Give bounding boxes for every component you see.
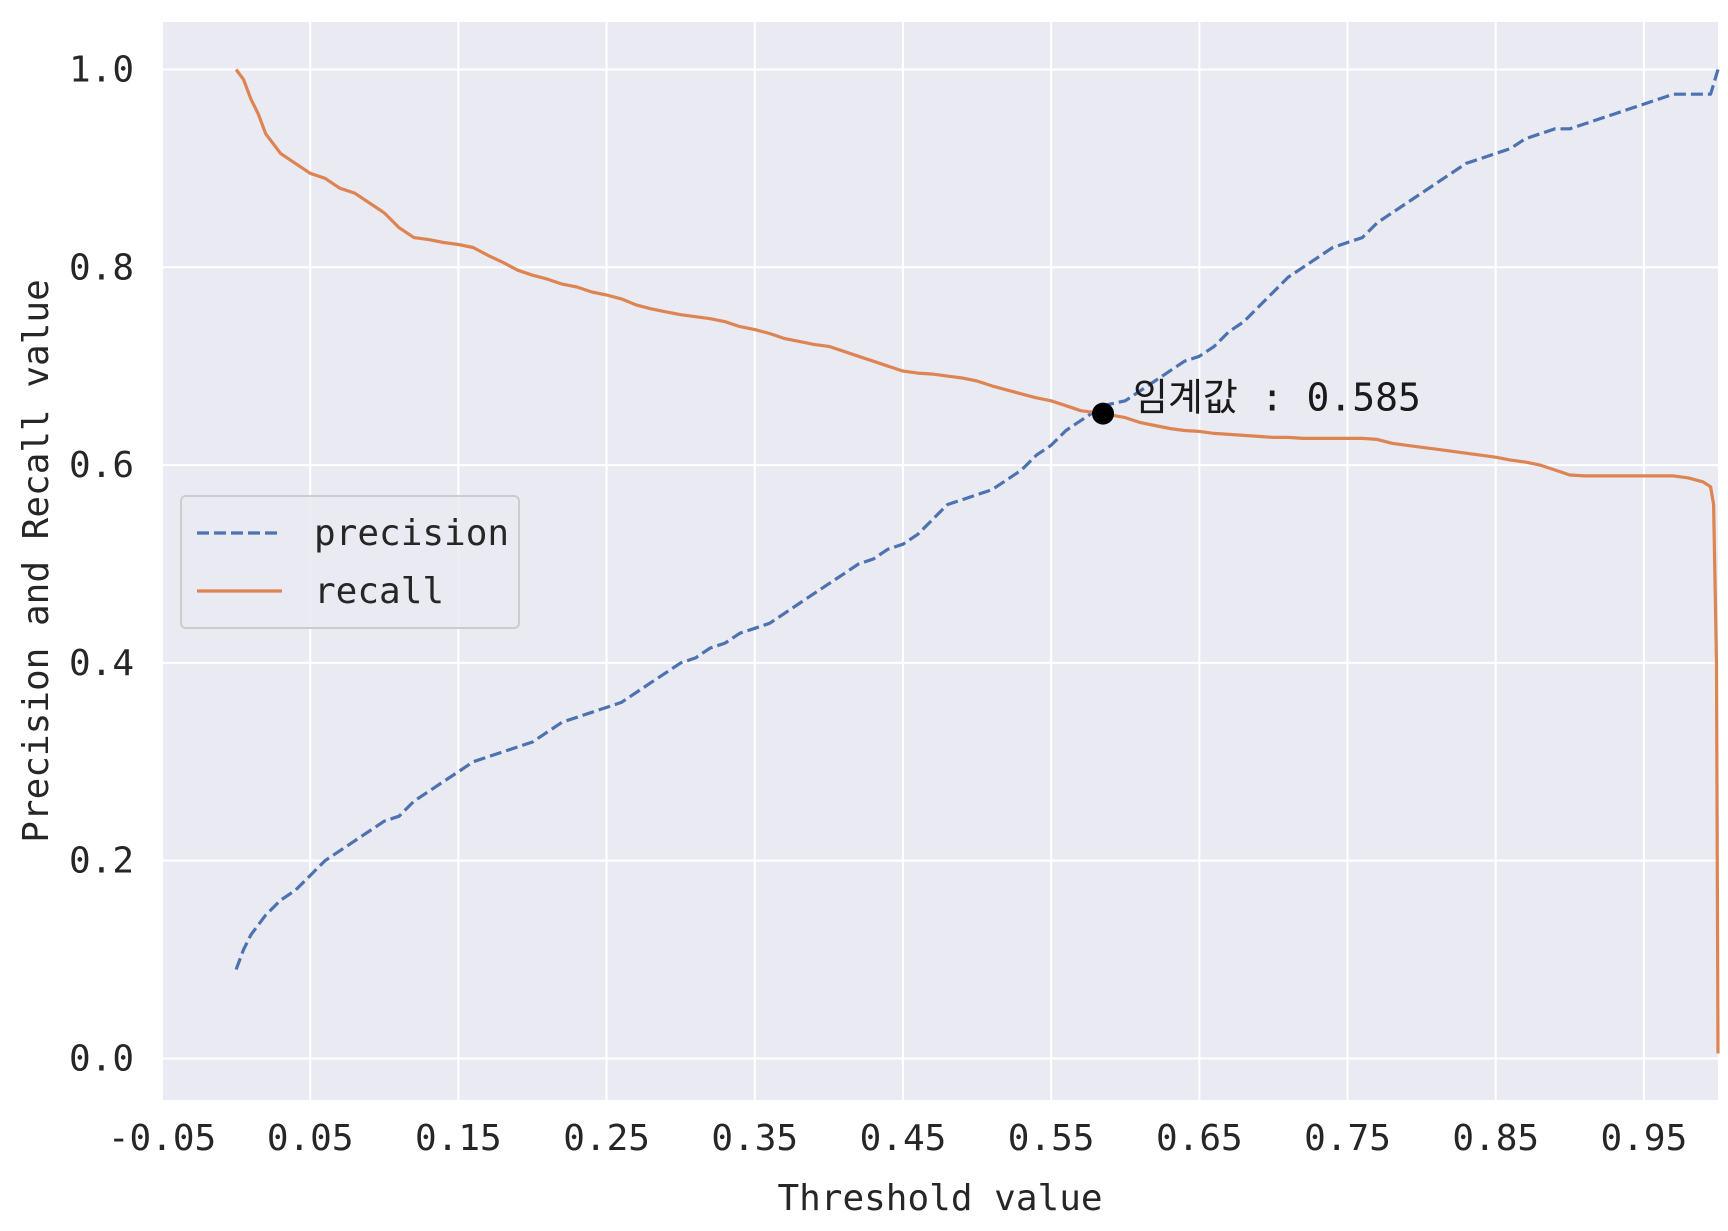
x-tick-label: 0.85	[1452, 1118, 1539, 1159]
x-tick-label: 0.45	[860, 1118, 947, 1159]
threshold-label: 임계값 : 0.585	[1133, 376, 1421, 420]
recall-line	[234, 68, 1720, 1054]
x-axis-label: Threshold value	[777, 1178, 1102, 1219]
x-tick-label: 0.75	[1304, 1118, 1391, 1159]
precision-legend-label: precision	[314, 513, 509, 554]
x-tick-label: 0.35	[711, 1118, 798, 1159]
x-tick-label: 0.15	[415, 1118, 502, 1159]
x-tick-label: 0.55	[1008, 1118, 1095, 1159]
y-tick-label: 0.0	[69, 1038, 134, 1079]
y-tick-label: 0.4	[69, 643, 134, 684]
threshold-point	[1092, 402, 1115, 425]
y-tick-label: 0.2	[69, 841, 134, 882]
y-tick-label: 0.6	[69, 445, 134, 486]
recall-legend-label: recall	[314, 571, 444, 612]
x-tick-label: -0.05	[108, 1118, 216, 1159]
y-tick-labels: 0.0 0.2 0.4 0.6 0.8 1.0	[69, 49, 134, 1079]
series-lines	[234, 68, 1720, 1054]
grid	[161, 22, 1718, 1100]
y-axis-label: Precision and Recall value	[16, 279, 57, 843]
x-tick-label: 0.05	[267, 1118, 354, 1159]
legend: precision recall	[180, 495, 520, 629]
y-tick-label: 1.0	[69, 49, 134, 90]
legend-box	[180, 495, 520, 629]
x-tick-labels: -0.05 0.05 0.15 0.25 0.35 0.45 0.55 0.65 0.75 0.8…	[108, 1118, 1687, 1159]
x-tick-label: 0.65	[1156, 1118, 1243, 1159]
threshold-annotation: 임계값 : 0.585	[1092, 376, 1421, 425]
x-tick-label: 0.95	[1601, 1118, 1688, 1159]
x-tick-label: 0.25	[563, 1118, 650, 1159]
y-tick-label: 0.8	[69, 247, 134, 288]
